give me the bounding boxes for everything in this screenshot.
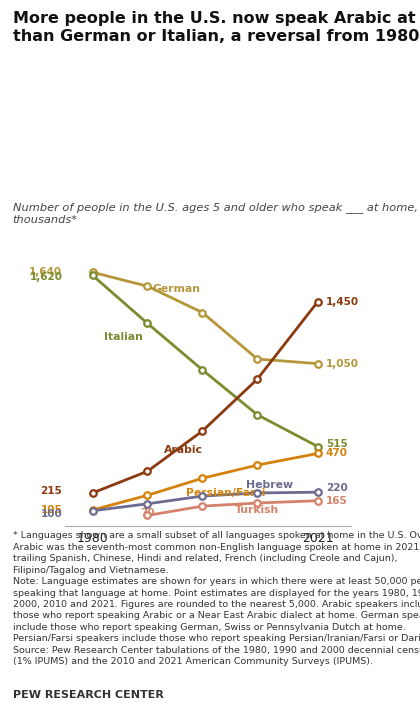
Point xyxy=(254,353,261,364)
Text: Hebrew: Hebrew xyxy=(247,480,293,490)
Text: 1,640: 1,640 xyxy=(29,267,62,277)
Text: 165: 165 xyxy=(326,495,348,505)
Text: 70: 70 xyxy=(140,508,155,518)
Point xyxy=(144,490,151,501)
Text: 515: 515 xyxy=(326,439,348,449)
Point xyxy=(199,500,206,512)
Point xyxy=(89,505,96,516)
Text: Turkish: Turkish xyxy=(235,505,280,515)
Point xyxy=(315,486,321,498)
Point xyxy=(199,490,206,502)
Point xyxy=(89,266,96,278)
Text: 105: 105 xyxy=(41,505,62,515)
Point xyxy=(199,473,206,484)
Text: 100: 100 xyxy=(41,509,62,519)
Point xyxy=(144,281,151,292)
Point xyxy=(144,498,151,510)
Text: 220: 220 xyxy=(326,483,348,493)
Text: Italian: Italian xyxy=(104,332,142,342)
Point xyxy=(199,425,206,437)
Text: 1,050: 1,050 xyxy=(326,359,359,369)
Text: 1,450: 1,450 xyxy=(326,296,359,306)
Point xyxy=(315,495,321,506)
Text: Persian/Farsi: Persian/Farsi xyxy=(186,488,265,498)
Point xyxy=(315,358,321,369)
Point xyxy=(89,487,96,498)
Point xyxy=(315,441,321,453)
Text: PEW RESEARCH CENTER: PEW RESEARCH CENTER xyxy=(13,690,163,700)
Point xyxy=(254,409,261,420)
Point xyxy=(144,318,151,329)
Point xyxy=(89,270,96,281)
Point xyxy=(199,307,206,319)
Text: Arabic: Arabic xyxy=(164,445,203,455)
Point xyxy=(254,498,261,509)
Point xyxy=(89,504,96,516)
Text: German: German xyxy=(153,284,201,294)
Text: Number of people in the U.S. ages 5 and older who speak ___ at home, in
thousand: Number of people in the U.S. ages 5 and … xyxy=(13,202,420,226)
Text: More people in the U.S. now speak Arabic at home
than German or Italian, a rever: More people in the U.S. now speak Arabic… xyxy=(13,11,420,44)
Point xyxy=(144,465,151,477)
Point xyxy=(144,510,151,521)
Text: 215: 215 xyxy=(41,485,62,495)
Point xyxy=(315,296,321,307)
Point xyxy=(254,460,261,471)
Point xyxy=(199,364,206,376)
Point xyxy=(254,487,261,498)
Text: * Languages shown are a small subset of all languages spoken at home in the U.S.: * Languages shown are a small subset of … xyxy=(13,531,420,666)
Point xyxy=(254,374,261,385)
Point xyxy=(315,448,321,459)
Text: 1,620: 1,620 xyxy=(29,272,62,282)
Text: 470: 470 xyxy=(326,448,348,458)
